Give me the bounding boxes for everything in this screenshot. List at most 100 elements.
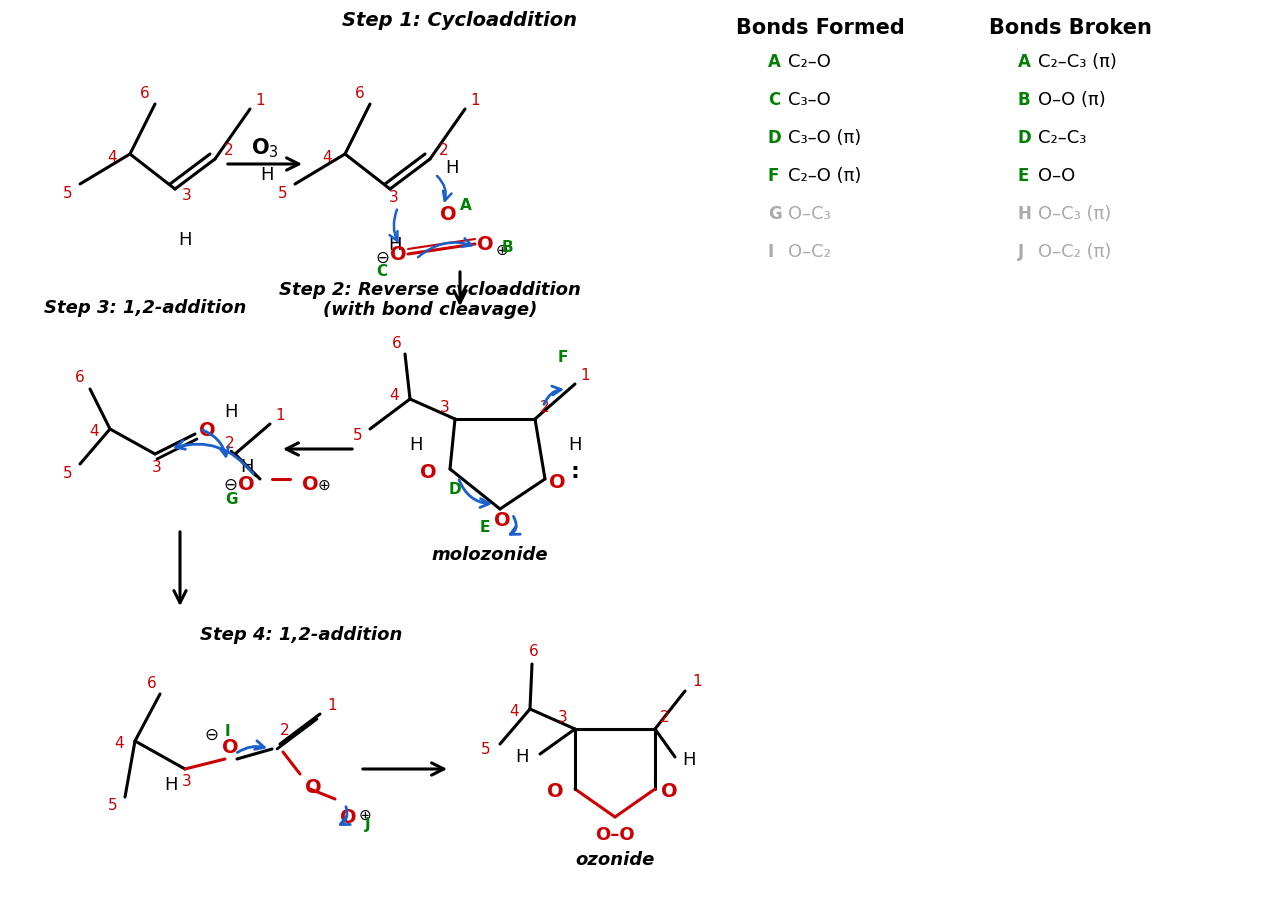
Text: A: A bbox=[1018, 53, 1031, 71]
Text: 2: 2 bbox=[541, 400, 550, 415]
Text: O–O: O–O bbox=[1037, 167, 1075, 185]
Text: 3: 3 bbox=[389, 190, 399, 205]
Text: O: O bbox=[420, 462, 437, 481]
Text: E: E bbox=[480, 520, 490, 535]
Text: 3: 3 bbox=[182, 774, 191, 789]
Text: O: O bbox=[199, 420, 216, 439]
Text: Step 4: 1,2-addition: Step 4: 1,2-addition bbox=[200, 625, 402, 643]
Text: F: F bbox=[768, 167, 779, 185]
Text: B: B bbox=[1018, 91, 1031, 108]
Text: 1: 1 bbox=[327, 697, 336, 711]
Text: 5: 5 bbox=[63, 465, 73, 480]
Text: O–C₂: O–C₂ bbox=[788, 243, 831, 261]
Text: Step 1: Cycloaddition: Step 1: Cycloaddition bbox=[343, 10, 578, 29]
Text: H: H bbox=[446, 159, 458, 176]
Text: 2: 2 bbox=[225, 142, 234, 157]
Text: 3: 3 bbox=[152, 459, 162, 474]
Text: H: H bbox=[569, 436, 582, 453]
Text: H: H bbox=[240, 458, 254, 475]
Text: C₃–O (π): C₃–O (π) bbox=[788, 129, 862, 147]
Text: 1: 1 bbox=[256, 93, 265, 108]
Text: 4: 4 bbox=[107, 149, 117, 165]
Text: H: H bbox=[515, 747, 529, 766]
Text: A: A bbox=[460, 198, 473, 212]
Text: 2: 2 bbox=[660, 709, 670, 725]
Text: 3: 3 bbox=[440, 400, 449, 415]
Text: 4: 4 bbox=[114, 736, 123, 751]
Text: J: J bbox=[1018, 243, 1025, 261]
Text: 5: 5 bbox=[482, 742, 490, 756]
Text: H: H bbox=[388, 236, 402, 254]
Text: H: H bbox=[178, 231, 191, 249]
Text: ⊖: ⊖ bbox=[375, 249, 389, 267]
Text: E: E bbox=[1018, 167, 1030, 185]
Text: ⊖: ⊖ bbox=[204, 725, 218, 743]
Text: O: O bbox=[340, 808, 357, 826]
Text: O–O: O–O bbox=[596, 825, 634, 843]
Text: O: O bbox=[661, 782, 678, 800]
Text: O: O bbox=[439, 205, 456, 224]
Text: H: H bbox=[261, 165, 273, 184]
Text: 2: 2 bbox=[280, 722, 290, 738]
Text: 6: 6 bbox=[76, 370, 85, 385]
Text: 2: 2 bbox=[439, 142, 449, 157]
Text: H: H bbox=[682, 750, 696, 768]
Text: 4: 4 bbox=[322, 149, 331, 165]
Text: ⊕: ⊕ bbox=[317, 477, 330, 492]
Text: 6: 6 bbox=[529, 642, 539, 658]
Text: 3: 3 bbox=[182, 187, 191, 202]
Text: 6: 6 bbox=[140, 85, 150, 100]
Text: I: I bbox=[225, 724, 230, 739]
Text: O: O bbox=[547, 782, 564, 800]
Text: :: : bbox=[570, 461, 579, 482]
Text: H: H bbox=[410, 436, 422, 453]
Text: H: H bbox=[225, 403, 238, 421]
Text: 1: 1 bbox=[275, 407, 285, 422]
Text: H: H bbox=[1018, 205, 1032, 222]
Text: 5: 5 bbox=[353, 427, 363, 442]
Text: C₂–C₃ (π): C₂–C₃ (π) bbox=[1037, 53, 1117, 71]
Text: 3: 3 bbox=[559, 709, 568, 725]
Text: O: O bbox=[222, 738, 239, 756]
Text: O: O bbox=[493, 510, 510, 529]
Text: O: O bbox=[476, 235, 493, 255]
Text: J: J bbox=[365, 817, 371, 832]
Text: A: A bbox=[768, 53, 781, 71]
Text: molozonide: molozonide bbox=[431, 545, 548, 563]
Text: 4: 4 bbox=[89, 424, 99, 439]
Text: O: O bbox=[389, 245, 406, 265]
Text: D: D bbox=[768, 129, 782, 147]
Text: Step 3: 1,2-addition: Step 3: 1,2-addition bbox=[44, 299, 247, 317]
Text: F: F bbox=[557, 349, 569, 364]
Text: 4: 4 bbox=[389, 387, 399, 403]
Text: 6: 6 bbox=[148, 675, 157, 690]
Text: B: B bbox=[501, 239, 512, 255]
Text: C₂–O: C₂–O bbox=[788, 53, 831, 71]
Text: O: O bbox=[304, 777, 321, 797]
Text: 2: 2 bbox=[225, 435, 235, 450]
Text: 5: 5 bbox=[108, 798, 118, 812]
Text: G: G bbox=[226, 492, 239, 507]
Text: Step 2: Reverse cycloaddition
(with bond cleavage): Step 2: Reverse cycloaddition (with bond… bbox=[279, 280, 580, 319]
Text: O: O bbox=[238, 475, 254, 494]
Text: ⊖: ⊖ bbox=[223, 475, 238, 494]
Text: 5: 5 bbox=[63, 186, 73, 200]
Text: O$_3$: O$_3$ bbox=[250, 136, 279, 160]
Text: 5: 5 bbox=[279, 186, 288, 200]
Text: Bonds Formed: Bonds Formed bbox=[736, 18, 904, 38]
Text: O: O bbox=[548, 472, 565, 491]
Text: O: O bbox=[302, 475, 318, 494]
Text: ozonide: ozonide bbox=[575, 850, 655, 868]
Text: O–C₂ (π): O–C₂ (π) bbox=[1037, 243, 1112, 261]
Text: H: H bbox=[164, 775, 177, 793]
Text: 4: 4 bbox=[510, 704, 519, 719]
Text: O–O (π): O–O (π) bbox=[1037, 91, 1106, 108]
Text: O–C₃ (π): O–C₃ (π) bbox=[1037, 205, 1111, 222]
Text: 1: 1 bbox=[692, 674, 702, 688]
Text: D: D bbox=[1018, 129, 1032, 147]
Text: ⊕: ⊕ bbox=[358, 807, 371, 822]
Text: C₂–O (π): C₂–O (π) bbox=[788, 167, 862, 185]
Text: O–C₃: O–C₃ bbox=[788, 205, 831, 222]
Text: C₂–C₃: C₂–C₃ bbox=[1037, 129, 1086, 147]
Text: G: G bbox=[768, 205, 782, 222]
